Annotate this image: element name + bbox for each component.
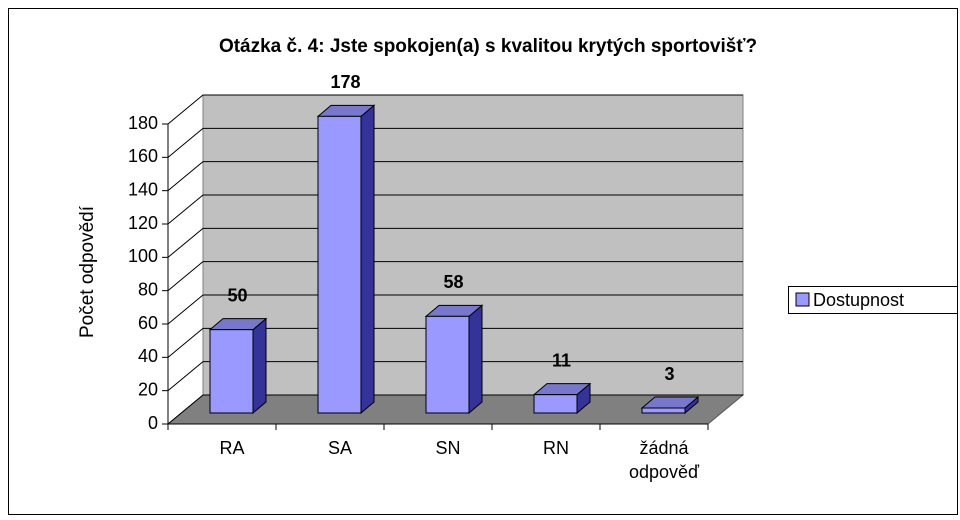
bar — [317, 115, 362, 414]
y-tick-label: 80 — [138, 279, 158, 299]
y-tick-label: 100 — [128, 246, 158, 266]
bar-side — [468, 304, 483, 415]
y-tick-label: 0 — [148, 413, 158, 433]
legend-box — [788, 286, 958, 314]
data-label: 3 — [664, 364, 674, 384]
bar — [209, 329, 254, 414]
data-label: 178 — [330, 72, 360, 92]
y-tick-label: 40 — [138, 346, 158, 366]
legend-label: Dostupnost — [813, 290, 904, 310]
x-tick-label: SA — [327, 438, 352, 458]
y-tick-label: 20 — [138, 379, 158, 399]
y-tick-label: 180 — [128, 113, 158, 133]
bar-side — [360, 104, 375, 415]
data-label: 50 — [227, 285, 247, 305]
grid-line — [167, 161, 743, 192]
bar — [641, 407, 686, 414]
grid-line — [167, 94, 743, 125]
grid-line — [167, 127, 743, 158]
data-label: 11 — [552, 350, 571, 370]
legend-swatch — [795, 292, 810, 307]
y-tick-label: 160 — [128, 146, 158, 166]
bar — [533, 394, 578, 414]
bar-side — [252, 317, 267, 415]
grid-line — [167, 327, 743, 358]
grid-line — [167, 294, 743, 325]
y-axis-label: Počet odpovědí — [77, 205, 98, 338]
x-tick-label: SN — [435, 438, 461, 458]
y-tick-label: 60 — [138, 313, 158, 333]
grid-line — [167, 361, 743, 392]
x-tick-label: RN — [543, 438, 569, 458]
grid-line — [167, 261, 743, 292]
grid-line — [167, 194, 743, 225]
data-label: 58 — [443, 272, 463, 292]
x-tick-label: žádná odpověď — [628, 438, 700, 482]
x-tick-label: RA — [219, 438, 245, 458]
y-tick-label: 120 — [128, 213, 158, 233]
y-tick-label: 140 — [128, 179, 158, 199]
grid-line — [167, 227, 743, 258]
bar — [425, 315, 470, 414]
chart-title: Otázka č. 4: Jste spokojen(a) s kvalitou… — [219, 36, 757, 57]
